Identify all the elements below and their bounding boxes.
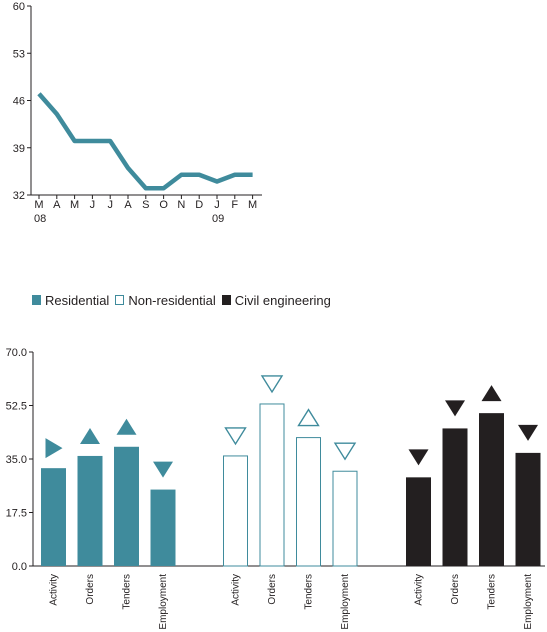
y-tick-label: 53 xyxy=(13,48,25,60)
legend-item-residential: Residential xyxy=(32,293,109,308)
trend-arrow-non-residential xyxy=(260,375,284,394)
legend-item-non-residential: Non-residential xyxy=(115,292,216,308)
legend-label-non-residential: Non-residential xyxy=(128,292,216,308)
x-category-label: Activity xyxy=(414,574,425,606)
legend-label-residential: Residential xyxy=(45,292,110,308)
trend-arrow-civil-engineering xyxy=(518,424,538,441)
bar-residential xyxy=(150,489,176,566)
bar-chart: 0.0 17.5 35.0 52.5 70.0 Activity Orders Tenders… xyxy=(6,347,545,630)
trend-arrow-residential xyxy=(153,461,173,478)
x-category-label: Orders xyxy=(267,574,278,605)
trend-arrow-residential xyxy=(80,427,100,444)
x-category-label: Orders xyxy=(85,574,96,605)
trend-arrow-non-residential xyxy=(297,408,320,427)
x-tick-label: F xyxy=(231,199,238,211)
y-tick-label: 46 xyxy=(13,96,25,108)
y-tick-label: 17.5 xyxy=(6,508,27,520)
legend-item-civil-engineering: Civil engineering xyxy=(221,292,331,308)
bar-chart-legend: Residential Non-residential Civil engine… xyxy=(32,291,337,309)
bar-civil-engineering xyxy=(479,413,504,566)
bar-civil-engineering xyxy=(442,428,468,566)
x-tick-label: M xyxy=(70,199,79,211)
y-tick-label: 60 xyxy=(13,1,25,13)
line-series xyxy=(37,92,253,191)
y-tick-label: 70.0 xyxy=(6,347,27,359)
bar-civil-engineering xyxy=(515,452,541,566)
x-year-label: 08 xyxy=(34,213,46,225)
x-tick-label: A xyxy=(53,199,61,211)
x-category-label: Activity xyxy=(49,574,60,606)
x-year-label: 09 xyxy=(212,213,224,225)
bar-residential xyxy=(41,468,66,566)
x-category-label: Activity xyxy=(231,574,242,606)
x-tick-label: J xyxy=(214,199,220,211)
x-category-label: Employment xyxy=(340,574,351,630)
x-tick-label: J xyxy=(107,199,113,211)
bar-non-residential xyxy=(332,470,358,567)
x-category-label: Employment xyxy=(158,574,169,630)
bar-residential xyxy=(77,455,103,566)
bar-civil-engineering xyxy=(406,477,431,566)
trend-arrow-non-residential xyxy=(224,427,247,446)
x-category-label: Employment xyxy=(523,574,534,630)
bar-non-residential xyxy=(296,437,321,567)
bar-non-residential xyxy=(223,455,248,567)
x-category-label: Tenders xyxy=(122,574,133,610)
x-category-label: Tenders xyxy=(487,574,498,610)
x-category-label: Tenders xyxy=(304,574,315,610)
trend-arrow-civil-engineering xyxy=(481,385,502,402)
legend-label-civil-engineering: Civil engineering xyxy=(234,292,331,308)
x-tick-label: J xyxy=(90,199,96,211)
trend-arrow-residential xyxy=(116,418,137,435)
bar-non-residential xyxy=(259,403,285,567)
x-tick-label: S xyxy=(142,199,149,211)
x-tick-label: D xyxy=(195,199,203,211)
x-tick-label: A xyxy=(124,199,132,211)
x-tick-label: M xyxy=(248,199,257,211)
trend-arrow-civil-engineering xyxy=(445,400,465,417)
legend-swatch-residential xyxy=(32,295,41,305)
legend-swatch-civil-engineering xyxy=(221,295,231,305)
x-tick-label: O xyxy=(159,199,168,211)
trend-arrow-non-residential xyxy=(333,442,357,461)
x-category-label: Orders xyxy=(450,574,461,605)
bar-residential xyxy=(114,446,139,566)
legend-swatch-non-residential xyxy=(115,295,125,305)
trend-arrow-civil-engineering xyxy=(408,449,429,466)
x-tick-label: M xyxy=(34,199,43,211)
x-tick-label: N xyxy=(177,199,185,211)
y-tick-label: 0.0 xyxy=(12,561,27,573)
y-tick-label: 32 xyxy=(13,190,25,202)
y-tick-label: 39 xyxy=(13,143,25,155)
y-tick-label: 35.0 xyxy=(6,454,27,466)
trend-arrow-residential xyxy=(45,438,63,459)
y-tick-label: 52.5 xyxy=(6,401,27,413)
